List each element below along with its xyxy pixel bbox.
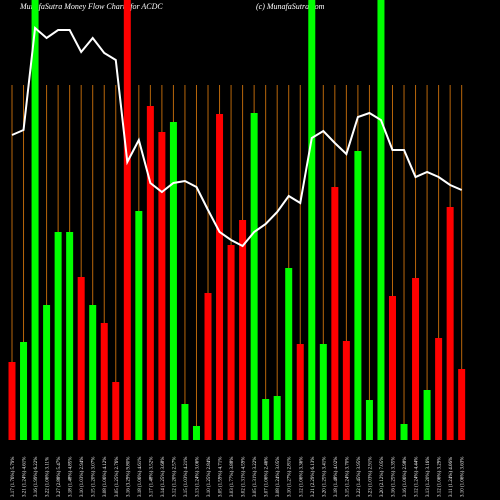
x-tick-label: 3.12 (1.06%) 3.29% <box>438 457 443 497</box>
bar <box>135 211 143 440</box>
bar <box>365 400 373 440</box>
bar <box>308 0 316 440</box>
bar <box>8 362 16 440</box>
x-tick-label: 3.18 (1.48%) 4.02% <box>334 457 339 497</box>
bar <box>216 114 224 440</box>
bar <box>319 344 327 440</box>
bar <box>43 305 51 440</box>
x-tick-label: 3.12 (1.20%) 2.57% <box>172 457 177 497</box>
bar <box>273 396 281 440</box>
bar <box>158 132 166 440</box>
bar <box>20 342 28 440</box>
bar <box>400 424 408 440</box>
bar <box>377 0 385 440</box>
x-tick-label: 3.17 (1.76%) 5.79% <box>11 457 16 497</box>
x-tick-label: 3.10 (1.03%) 2.94% <box>80 457 85 497</box>
bar <box>192 426 200 440</box>
bar <box>331 187 339 440</box>
x-tick-label: 3.22 (1.45%) 3.95% <box>357 457 362 497</box>
x-tick-label: 3.13 (1.20%) 3.16% <box>426 457 431 497</box>
bar <box>262 399 270 440</box>
bar <box>89 305 97 440</box>
bar <box>123 0 131 440</box>
bar <box>239 220 247 440</box>
bar <box>146 106 154 440</box>
x-tick-label: 3.22 (1.06%) 3.11% <box>46 457 51 497</box>
x-tick-label: 3.20 (2.12%) 7.05% <box>380 457 385 497</box>
bar <box>77 277 85 440</box>
bar <box>388 296 396 440</box>
bar <box>435 338 443 440</box>
credit: (c) MunafaSutra.com <box>256 2 325 11</box>
bar <box>100 323 108 440</box>
x-tick-label: 3.23 (1.03%) 2.91% <box>368 457 373 497</box>
x-tick-label: 3.21 (2.29%) 6.13% <box>311 457 316 497</box>
bar <box>423 390 431 440</box>
x-tick-label: 3.15 (1.24%) 3.70% <box>345 457 350 497</box>
x-tick-label: 3.27 (2.88%) 5.47% <box>57 457 62 497</box>
x-tick-label: 3.12 (1.24%) 4.44% <box>415 457 420 497</box>
x-tick-label: 3.08 (1.06%) 4.12% <box>103 457 108 497</box>
bar <box>250 113 258 440</box>
x-tick-label: 3.11 (1.24%) 4.06% <box>449 457 454 497</box>
bar <box>458 369 466 440</box>
x-tick-label: 3.13 (1.24%) 3.06% <box>195 457 200 497</box>
bar <box>446 207 454 440</box>
bar <box>296 344 304 440</box>
bar <box>112 382 120 440</box>
x-tick-label: 3.18 (1.06%) 4.61% <box>138 457 143 497</box>
bar <box>54 232 62 440</box>
chart-title: MunafaSutra Money Flow Charts for ACDC <box>19 2 163 11</box>
x-tick-label: 3.15 (1.20%) 3.07% <box>92 457 97 497</box>
bar <box>169 122 177 440</box>
x-tick-label: 3.08 (1.24%) 3.05% <box>276 457 281 497</box>
bar <box>412 278 420 440</box>
bar <box>66 232 74 440</box>
x-tick-label: 3.20 (1.25%) 3.41% <box>322 457 327 497</box>
bar <box>31 0 39 440</box>
x-tick-label: 3.05 (1.25%) 2.76% <box>115 457 120 497</box>
x-tick-label: 3.16 (3.29%) 9.80% <box>126 457 131 497</box>
x-tick-label: 3.17 (1.48%) 3.52% <box>149 457 154 497</box>
x-tick-label: 3.16 (1.99%) 6.22% <box>34 457 39 497</box>
bar <box>285 268 293 440</box>
bar <box>227 245 235 440</box>
x-tick-label: 3.02 (1.31%) 4.59% <box>242 457 247 497</box>
x-tick-label: 3.10 (1.25%) 2.84% <box>207 457 212 497</box>
x-tick-label: 3.16 (1.06%) 2.98% <box>403 457 408 497</box>
bar <box>342 341 350 440</box>
bar <box>204 293 212 440</box>
x-tick-label: 3.05 (1.59%) 4.71% <box>219 457 224 497</box>
x-tick-label: 3.05 (1.31%) 3.22% <box>253 457 258 497</box>
x-tick-label: 3.10 (1.27%) 2.81% <box>288 457 293 497</box>
x-tick-label: 3.10 (1.06%) 3.63% <box>461 457 466 497</box>
x-tick-label: 3.18 (1.48%) 4.85% <box>69 457 74 497</box>
x-tick-label: 3.16 (1.25%) 3.35% <box>391 457 396 497</box>
x-tick-label: 3.12 (1.06%) 3.36% <box>299 457 304 497</box>
money-flow-line <box>11 25 463 248</box>
x-tick-label: 3.14 (1.25%) 3.68% <box>161 457 166 497</box>
x-tick-label: 3.15 (1.03%) 4.21% <box>184 457 189 497</box>
x-tick-label: 3.21 (1.24%) 4.61% <box>23 457 28 497</box>
x-tick-label: 3.03 (1.77%) 3.88% <box>230 457 235 497</box>
bar <box>354 151 362 440</box>
x-tick-label: 3.07 (1.06%) 2.46% <box>265 457 270 497</box>
bar <box>181 404 189 440</box>
